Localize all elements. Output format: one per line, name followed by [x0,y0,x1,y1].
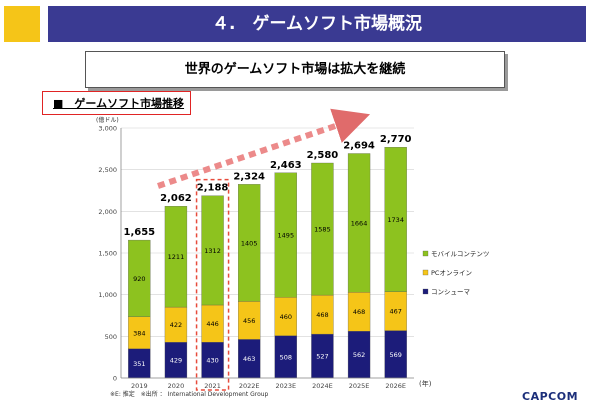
data-label: 463 [243,355,255,363]
data-label: 351 [133,360,145,368]
data-label: 1734 [387,216,404,224]
total-label: 2,694 [343,141,375,152]
total-label: 2,324 [233,171,265,182]
y-tick-label: 2,500 [98,166,117,174]
section-label: ■ ゲームソフト市場推移 [42,91,191,115]
total-label: 1,655 [123,227,155,238]
data-label: 1405 [241,239,258,247]
total-label: 2,188 [197,183,229,194]
x-tick-label: 2026E [385,382,406,390]
legend-label: コンシューマ [431,288,471,296]
capcom-logo: CAPCOM [522,390,579,403]
total-label: 2,770 [380,134,412,145]
x-tick-label: 2019 [131,382,148,390]
bar-segment [201,195,224,306]
data-label: 562 [353,351,365,359]
y-tick-label: 500 [105,333,117,341]
data-label: 456 [243,317,255,325]
data-label: 422 [170,321,182,329]
total-label: 2,062 [160,193,192,204]
data-label: 1211 [168,253,185,261]
accent-square [4,6,40,42]
data-label: 460 [280,313,292,321]
bar-segment [384,147,407,292]
y-tick-label: 1,000 [98,291,117,299]
total-label: 2,463 [270,160,302,171]
y-tick-label: 3,000 [98,125,117,133]
data-label: 384 [133,329,145,337]
data-label: 468 [316,311,328,319]
total-label: 2,580 [307,150,339,161]
y-tick-label: 1,500 [98,250,117,258]
x-tick-label: 2020 [168,382,185,390]
legend-label: PCオンライン [431,269,472,277]
bar-segment [238,184,261,302]
page-title: ４. ゲームソフト市場概況 [48,6,586,42]
x-tick-label: 2023E [275,382,296,390]
bar-segment [347,153,371,293]
subtitle-box: 世界のゲームソフト市場は拡大を継続 [85,51,505,88]
data-label: 430 [206,357,218,365]
bar-segment [311,162,334,296]
y-tick-label: 2,000 [98,208,117,216]
data-label: 1585 [314,226,331,234]
data-label: 1664 [351,219,368,227]
y-tick-label: 0 [113,375,117,383]
x-tick-label: 2025E [349,382,370,390]
x-axis: 2019 2020 2021 2022E 2023E 2024E 2025E 2026E [121,377,414,390]
legend-label: モバイルコンテンツ [431,250,489,258]
data-label: 446 [206,320,218,328]
x-tick-label: 2021 [204,382,221,390]
data-label: 1495 [278,232,295,240]
y-axis: 0 500 1,000 1,500 2,000 2,500 3,000 [98,125,122,383]
bar-segment [164,206,188,308]
data-label: 467 [389,308,401,316]
data-label: 920 [133,275,145,283]
highlight-box [195,178,230,391]
data-label: 569 [389,351,401,359]
x-tick-label: 2024E [312,382,333,390]
legend-swatch [422,250,429,257]
data-label: 429 [170,357,182,365]
legend-swatch [422,269,429,276]
bars: 351 384 920 1,655 429 422 1211 2,062 430 446 1312 2… [123,134,412,391]
bar-segment [128,239,151,317]
data-label: 1312 [204,247,221,255]
data-label: 468 [353,308,365,316]
data-label: 508 [280,353,292,361]
legend-swatch [422,288,429,295]
y-axis-unit-label: (億ドル) [96,116,119,124]
trend-arrow [157,108,371,189]
footnote: ※E: 推定 ※出所 ： International Development G… [110,391,269,398]
data-label: 527 [316,353,328,361]
x-tick-label: 2022E [239,382,260,390]
x-axis-unit-label: (年) [419,379,432,388]
bar-segment [274,172,297,298]
